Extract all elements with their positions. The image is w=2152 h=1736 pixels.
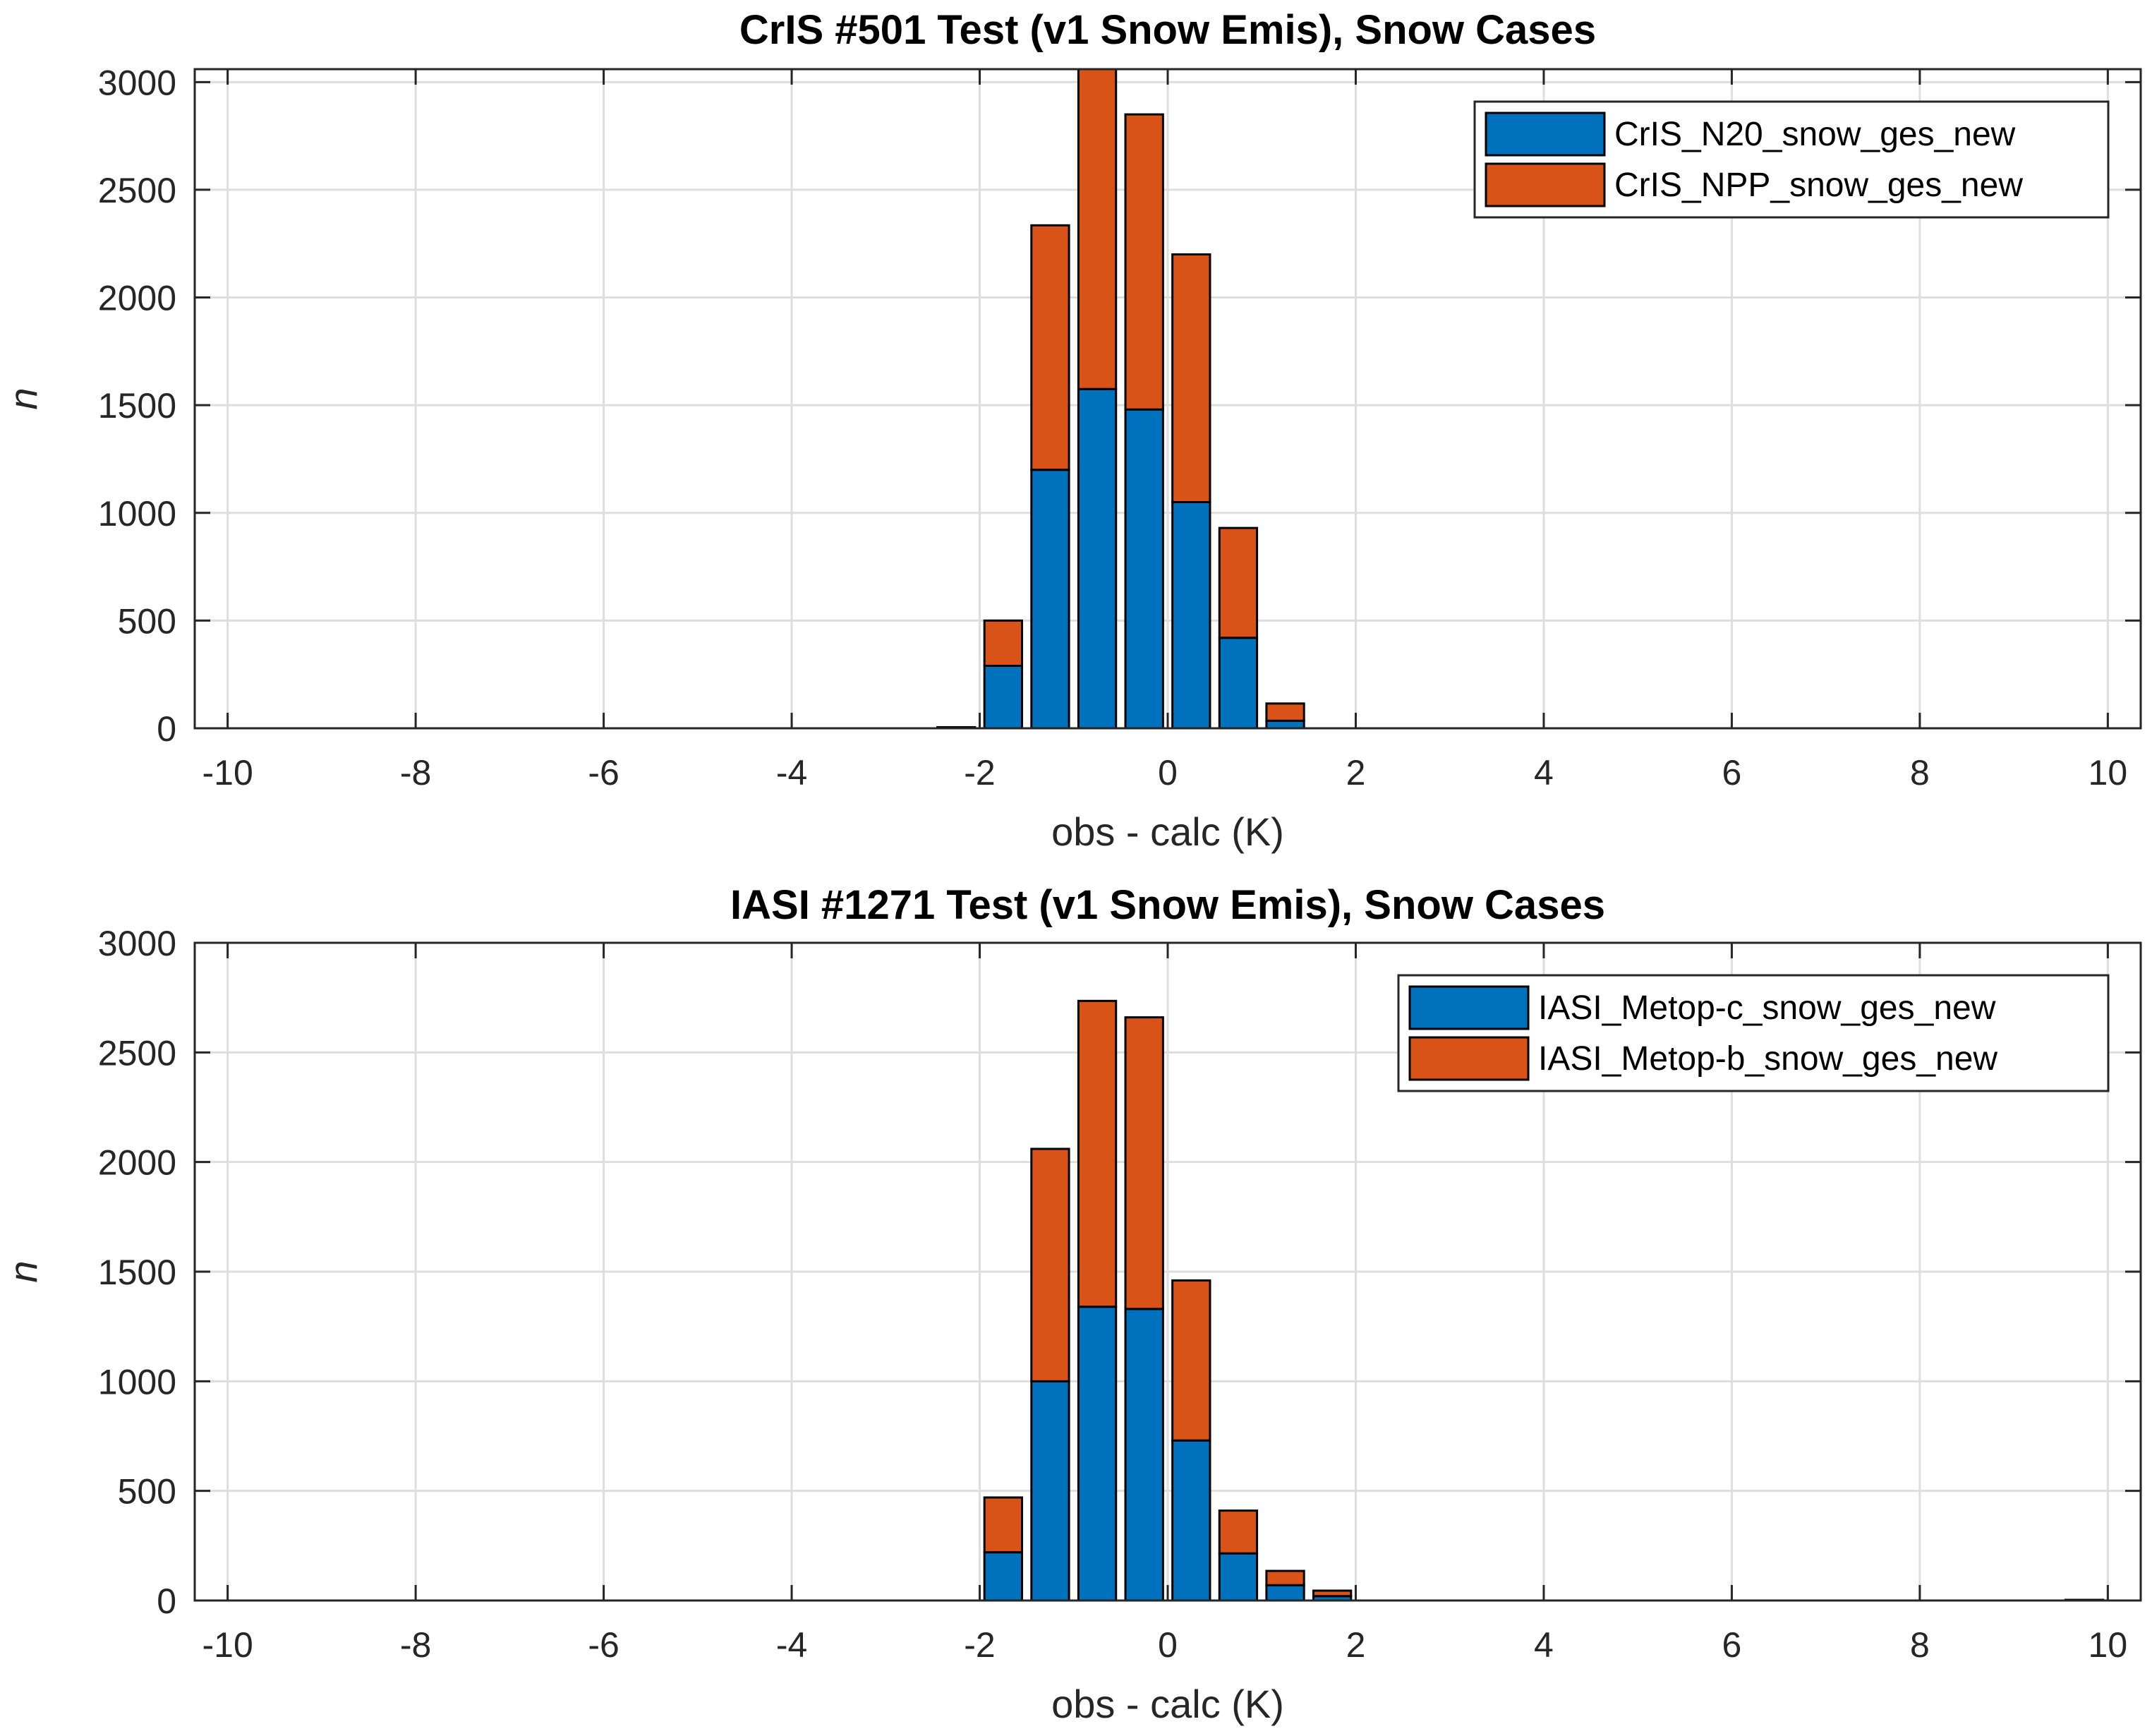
x-tick-label: -6: [588, 753, 619, 792]
x-tick-label: 10: [2088, 1625, 2128, 1665]
bar-series2: [1312, 1589, 1353, 1598]
bar-series2: [1124, 1016, 1164, 1310]
chart-title: IASI #1271 Test (v1 Snow Emis), Snow Cas…: [730, 882, 1605, 928]
bar-series1: [1077, 1306, 1118, 1602]
bar-series2: [1265, 1569, 1305, 1586]
x-tick-label: -4: [776, 1625, 807, 1665]
x-axis-label: obs - calc (K): [1051, 1682, 1284, 1726]
x-tick-label: 8: [1910, 753, 1930, 792]
y-tick-label: 1500: [98, 1253, 176, 1292]
iasi-histogram-panel: -10 -8 -6 -4 -2 0 2 4 6 8 10 0 500 1000 1500 2000 2500 30…: [1, 882, 2142, 1726]
bar-series2: [1171, 1279, 1211, 1442]
legend-label: CrIS_NPP_snow_ges_new: [1614, 167, 2023, 204]
y-tick-label: 500: [118, 601, 176, 641]
legend: IASI_Metop-c_snow_ges_new IASI_Metop-b_sn…: [1397, 974, 2110, 1092]
bar-series2: [1265, 702, 1305, 722]
bar-series1: [1124, 1308, 1164, 1602]
x-tick-label: -8: [400, 753, 431, 792]
bar-series2: [1171, 253, 1211, 504]
x-tick-label: 0: [1158, 753, 1178, 792]
y-tick-label: 0: [157, 1581, 176, 1621]
bar-series1: [1030, 1380, 1070, 1602]
x-axis-label: obs - calc (K): [1051, 809, 1284, 854]
cris-histogram-panel: -10 -8 -6 -4 -2 0 2 4 6 8 10 0 500 1000 1500 2000 2500 30…: [1, 7, 2142, 854]
x-tick-label: 0: [1158, 1625, 1178, 1665]
y-tick-label: 1000: [98, 494, 176, 534]
bar-series1: [1124, 408, 1164, 730]
bar-series2: [1030, 224, 1070, 471]
x-tick-label: 6: [1722, 1625, 1742, 1665]
x-tick-label: 4: [1534, 753, 1554, 792]
bar-series1: [1265, 1584, 1305, 1602]
y-tick-label: 1000: [98, 1362, 176, 1402]
bar-series1: [1030, 469, 1070, 730]
bar-series1: [1218, 1552, 1259, 1602]
y-tick-label: 0: [157, 709, 176, 749]
y-tick-label: 2500: [98, 171, 176, 210]
y-tick-label: 2000: [98, 279, 176, 318]
x-tick-label: 2: [1346, 1625, 1366, 1665]
bar-series2: [1218, 526, 1259, 639]
bar-series2: [983, 1496, 1023, 1554]
legend-label: IASI_Metop-b_snow_ges_new: [1538, 1040, 1997, 1078]
x-tick-label: -10: [202, 753, 253, 792]
bar-series1: [1077, 387, 1118, 730]
bar-series2: [1030, 1147, 1070, 1382]
bar-series1: [983, 664, 1023, 730]
bar-series1: [983, 1551, 1023, 1602]
bar-series1: [1265, 719, 1305, 730]
y-tick-label: 500: [118, 1472, 176, 1512]
legend-swatch: [1408, 985, 1530, 1030]
y-tick-label: 1500: [98, 386, 176, 426]
bar-series2: [1077, 68, 1118, 390]
legend-label: IASI_Metop-c_snow_ges_new: [1538, 989, 1996, 1027]
bar-series2: [1077, 999, 1118, 1308]
legend-swatch: [1485, 162, 1606, 207]
legend-swatch: [1485, 111, 1606, 157]
x-tick-label: -2: [964, 753, 995, 792]
y-tick-label: 3000: [98, 63, 176, 102]
bar-series1: [1171, 501, 1211, 730]
x-tick-label: -10: [202, 1625, 253, 1665]
y-tick-label: 2500: [98, 1033, 176, 1073]
legend-swatch: [1408, 1036, 1530, 1081]
y-tick-label: 2000: [98, 1143, 176, 1183]
legend: CrIS_N20_snow_ges_new CrIS_NPP_snow_ges_n…: [1473, 100, 2110, 219]
legend-label: CrIS_N20_snow_ges_new: [1614, 116, 2016, 153]
x-tick-label: 10: [2088, 753, 2128, 792]
chart-title: CrIS #501 Test (v1 Snow Emis), Snow Case…: [739, 7, 1596, 53]
x-tick-label: 8: [1910, 1625, 1930, 1665]
y-tick-label: 3000: [98, 924, 176, 963]
x-tick-label: 2: [1346, 753, 1366, 792]
bar-series1: [1171, 1439, 1211, 1602]
x-tick-label: 4: [1534, 1625, 1554, 1665]
bar-series2: [983, 619, 1023, 667]
bar-series2: [1124, 113, 1164, 411]
x-tick-label: -8: [400, 1625, 431, 1665]
y-axis-label: n: [1, 387, 45, 409]
x-tick-label: -6: [588, 1625, 619, 1665]
y-axis-label: n: [1, 1260, 45, 1282]
x-tick-label: -4: [776, 753, 807, 792]
bar-series2: [1218, 1509, 1259, 1555]
x-tick-label: -2: [964, 1625, 995, 1665]
x-tick-label: 6: [1722, 753, 1742, 792]
bar-series1: [1218, 637, 1259, 730]
